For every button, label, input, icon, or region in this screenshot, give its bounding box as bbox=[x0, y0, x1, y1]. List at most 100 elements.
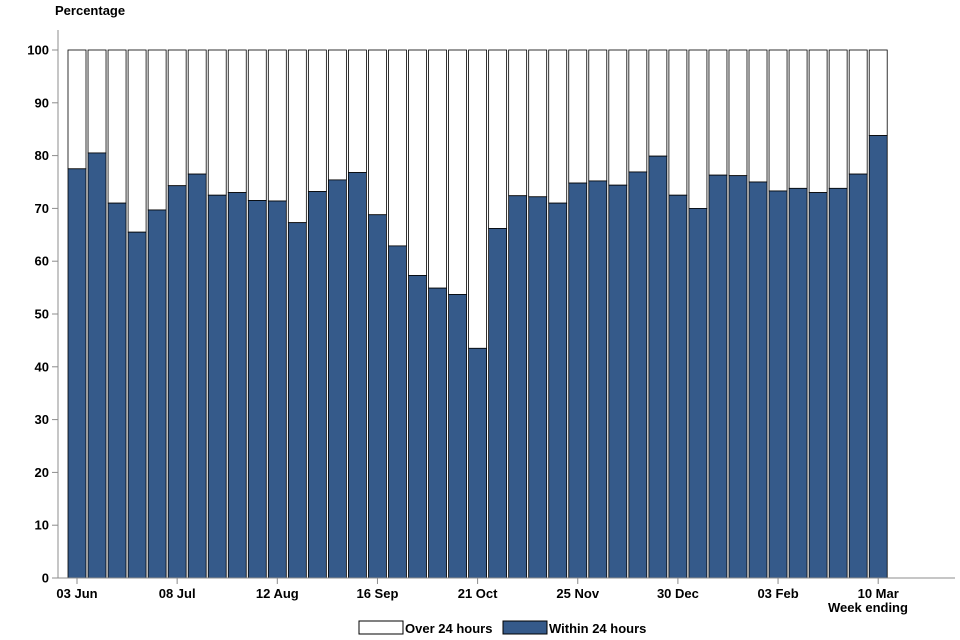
bar-over-24-hours bbox=[848, 49, 868, 175]
bar-over-24-hours bbox=[748, 49, 768, 183]
bar-over-24-hours bbox=[267, 49, 287, 202]
x-tick-label: 03 Jun bbox=[56, 586, 97, 601]
bar-over-24-hours bbox=[788, 49, 808, 189]
bar-within-24-hours bbox=[668, 194, 688, 579]
bar-over-24-hours bbox=[528, 49, 548, 198]
bar-within-24-hours bbox=[848, 173, 868, 579]
bar-over-24-hours bbox=[368, 49, 387, 216]
y-tick-label: 90 bbox=[35, 95, 49, 110]
x-tick-label: 30 Dec bbox=[657, 586, 699, 601]
bar-within-24-hours bbox=[227, 192, 247, 579]
bar-within-24-hours bbox=[748, 181, 768, 579]
x-tick-label: 25 Nov bbox=[556, 586, 599, 601]
bar-within-24-hours bbox=[648, 155, 668, 579]
bar-over-24-hours bbox=[568, 49, 588, 184]
y-tick-label: 10 bbox=[35, 518, 49, 533]
bar-over-24-hours bbox=[728, 49, 748, 177]
bar-over-24-hours bbox=[768, 49, 788, 192]
bar-within-24-hours bbox=[408, 275, 427, 579]
y-tick-label: 0 bbox=[42, 571, 49, 586]
bar-over-24-hours bbox=[388, 49, 407, 247]
y-tick-label: 70 bbox=[35, 201, 49, 216]
bar-over-24-hours bbox=[588, 49, 608, 182]
bar-over-24-hours bbox=[408, 49, 427, 276]
bar-over-24-hours bbox=[327, 49, 347, 181]
bar-over-24-hours bbox=[428, 49, 447, 289]
bar-within-24-hours bbox=[187, 173, 207, 579]
bar-within-24-hours bbox=[307, 191, 327, 579]
y-tick-label: 20 bbox=[35, 465, 49, 480]
x-tick-label: 10 Mar bbox=[858, 586, 899, 601]
bar-over-24-hours bbox=[648, 49, 668, 157]
bar-within-24-hours bbox=[468, 347, 488, 579]
bars-group bbox=[67, 49, 888, 579]
bar-within-24-hours bbox=[87, 152, 107, 579]
bar-over-24-hours bbox=[87, 49, 107, 154]
y-tick-label: 80 bbox=[35, 148, 49, 163]
bar-over-24-hours bbox=[448, 49, 467, 295]
bar-within-24-hours bbox=[808, 192, 828, 579]
bar-within-24-hours bbox=[508, 195, 528, 579]
bar-over-24-hours bbox=[147, 49, 167, 211]
bar-over-24-hours bbox=[107, 49, 127, 204]
bar-within-24-hours bbox=[147, 209, 167, 579]
y-axis-title: Percentage bbox=[55, 3, 125, 18]
bar-within-24-hours bbox=[368, 214, 387, 579]
bar-within-24-hours bbox=[267, 200, 287, 579]
bar-over-24-hours bbox=[688, 49, 708, 209]
x-tick-label: 03 Feb bbox=[757, 586, 798, 601]
bar-over-24-hours bbox=[127, 49, 147, 233]
bar-within-24-hours bbox=[828, 187, 848, 579]
bar-within-24-hours bbox=[167, 185, 187, 579]
bar-within-24-hours bbox=[528, 196, 548, 579]
y-tick-label: 40 bbox=[35, 359, 49, 374]
bar-within-24-hours bbox=[488, 228, 508, 579]
bar-within-24-hours bbox=[287, 222, 307, 579]
bar-over-24-hours bbox=[868, 49, 888, 136]
bar-within-24-hours bbox=[768, 190, 788, 579]
bar-within-24-hours bbox=[348, 172, 367, 579]
bar-within-24-hours bbox=[327, 179, 347, 579]
bar-within-24-hours bbox=[448, 294, 467, 579]
bar-over-24-hours bbox=[187, 49, 207, 175]
legend-swatch-over-24-hours bbox=[358, 620, 404, 635]
bar-over-24-hours bbox=[668, 49, 688, 196]
x-axis-title: Week ending bbox=[828, 600, 908, 615]
x-tick-label: 16 Sep bbox=[356, 586, 398, 601]
bar-over-24-hours bbox=[287, 49, 307, 224]
bar-over-24-hours bbox=[548, 49, 568, 204]
bar-within-24-hours bbox=[247, 200, 267, 579]
bar-within-24-hours bbox=[568, 182, 588, 579]
x-tick-label: 12 Aug bbox=[256, 586, 299, 601]
y-tick-label: 100 bbox=[27, 43, 49, 58]
bar-within-24-hours bbox=[788, 187, 808, 579]
bar-over-24-hours bbox=[708, 49, 728, 176]
bar-over-24-hours bbox=[828, 49, 848, 189]
bar-over-24-hours bbox=[348, 49, 367, 173]
bar-over-24-hours bbox=[488, 49, 508, 229]
bar-within-24-hours bbox=[207, 194, 227, 579]
bar-within-24-hours bbox=[127, 231, 147, 579]
bar-over-24-hours bbox=[167, 49, 187, 187]
bar-within-24-hours bbox=[868, 135, 888, 579]
x-axis: 03 Jun 08 Jul 12 Aug 16 Sep 21 Oct 25 Nov 30 D… bbox=[56, 578, 899, 601]
bar-over-24-hours bbox=[628, 49, 648, 173]
bar-within-24-hours bbox=[588, 180, 608, 579]
bar-within-24-hours bbox=[628, 171, 648, 579]
bar-within-24-hours bbox=[688, 207, 708, 579]
legend-label-over-24-hours: Over 24 hours bbox=[405, 621, 492, 636]
bar-within-24-hours bbox=[107, 202, 127, 579]
legend: Over 24 hours Within 24 hours bbox=[358, 620, 646, 636]
y-tick-label: 60 bbox=[35, 254, 49, 269]
bar-over-24-hours bbox=[608, 49, 628, 186]
bar-within-24-hours bbox=[388, 245, 407, 579]
bar-over-24-hours bbox=[247, 49, 267, 201]
y-tick-label: 30 bbox=[35, 412, 49, 427]
legend-label-within-24-hours: Within 24 hours bbox=[549, 621, 646, 636]
y-tick-label: 50 bbox=[35, 307, 49, 322]
bar-within-24-hours bbox=[67, 168, 87, 579]
bar-within-24-hours bbox=[428, 287, 447, 579]
bar-over-24-hours bbox=[227, 49, 247, 193]
bar-within-24-hours bbox=[708, 174, 728, 579]
